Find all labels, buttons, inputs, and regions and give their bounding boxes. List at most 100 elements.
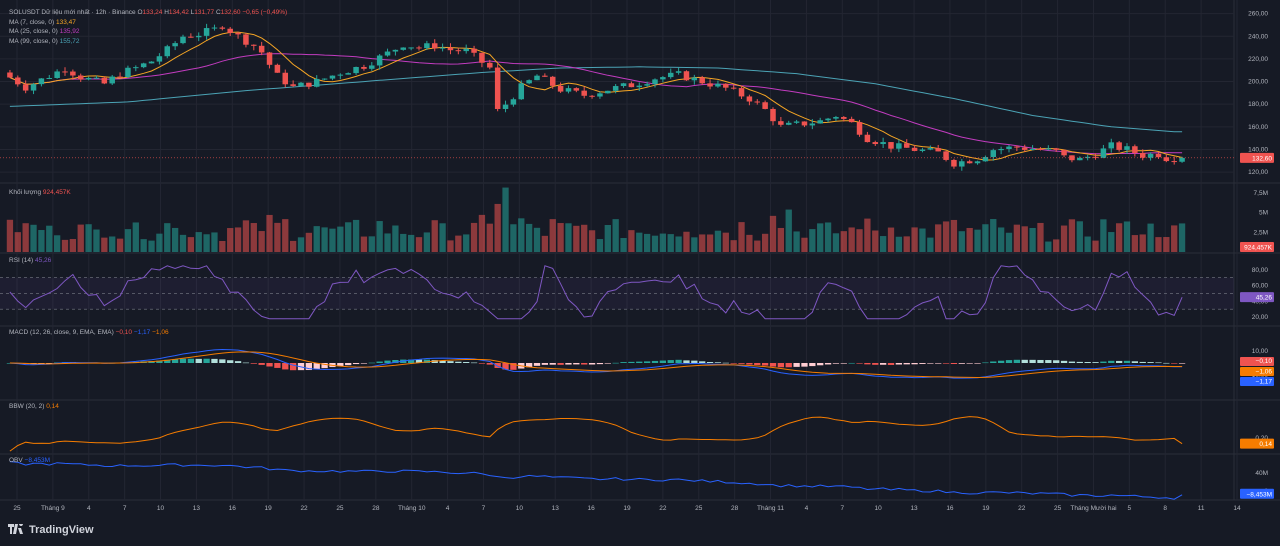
macd-hist-bar	[691, 360, 698, 363]
candle-body	[573, 88, 580, 91]
volume-bar	[817, 223, 824, 252]
bbw-value: 0,14	[46, 403, 59, 410]
macd-hist-bar	[258, 363, 265, 365]
candle-body	[526, 80, 532, 84]
macd-line	[9, 348, 1183, 379]
macd-hist-bar	[761, 363, 769, 366]
x-tick-label: 19	[623, 505, 631, 512]
candle-body	[1124, 146, 1130, 150]
candle-body	[251, 44, 257, 46]
obv-last-tag	[1240, 488, 1274, 499]
ma25-line	[9, 53, 1183, 155]
tradingview-brand[interactable]: TradingView	[8, 522, 94, 536]
price-tick-label: 200,00	[1248, 79, 1268, 86]
volume-bar	[30, 224, 37, 252]
macd-hist-bar	[203, 358, 210, 363]
candle-body	[762, 102, 768, 109]
volume-bar	[769, 215, 777, 252]
candle-body	[565, 88, 572, 92]
candle-body	[1084, 156, 1091, 158]
obv-value: −8,453M	[24, 457, 51, 464]
volume-bar	[1147, 223, 1154, 252]
rsi-tick-label: 20,00	[1252, 314, 1269, 321]
candle-body	[345, 73, 351, 75]
macd-hist-bar	[1139, 361, 1146, 363]
x-tick-label: 10	[875, 505, 883, 512]
obv-last-label: −8,453M	[1247, 491, 1272, 498]
macd-hist-bar	[1178, 363, 1186, 364]
volume-bar	[400, 233, 407, 252]
macd-tag-label-2: −1,06	[1256, 369, 1273, 376]
x-tick-label: 25	[1054, 505, 1062, 512]
x-tick-label: 16	[229, 505, 237, 512]
candle-body	[117, 76, 123, 78]
macd-hist-bar	[1108, 360, 1115, 363]
volume-bar	[171, 227, 179, 252]
rsi-line	[9, 265, 1183, 320]
volume-bar	[746, 234, 753, 252]
x-tick-label: Tháng 11	[757, 505, 784, 512]
candle-body	[652, 79, 658, 85]
candle-body	[785, 122, 792, 125]
candle-body	[1092, 156, 1099, 158]
candle-body	[605, 90, 611, 94]
candle-body	[754, 101, 761, 103]
candle-body	[589, 95, 595, 97]
low-value: 131,77	[194, 9, 215, 16]
candle-body	[455, 50, 462, 52]
macd-hist-bar	[982, 362, 989, 364]
candle-body	[195, 35, 202, 38]
volume-bar	[164, 223, 171, 252]
price-tick-label: 140,00	[1248, 146, 1268, 153]
macd-hist-bar	[1021, 359, 1028, 363]
candle-body	[1053, 148, 1059, 150]
candle-body	[133, 67, 139, 69]
obv-line	[9, 461, 1183, 500]
candle-body	[30, 84, 37, 91]
macd-hist-bar	[1084, 362, 1091, 363]
candle-body	[1163, 157, 1170, 162]
macd-hist-bar	[486, 363, 493, 365]
macd-hist-bar	[195, 358, 202, 363]
macd-hist-bar	[706, 362, 714, 363]
macd-hist-bar	[384, 360, 391, 363]
macd-hist-bar	[801, 363, 808, 367]
macd-hist-bar	[1155, 362, 1162, 364]
candle-body	[156, 56, 163, 62]
candle-body	[408, 47, 414, 49]
candle-body	[557, 85, 564, 92]
candle-body	[817, 120, 823, 124]
macd-hist-bar	[321, 363, 328, 369]
bbw-label: BBW (20, 2)	[9, 403, 45, 410]
macd-hist-bar	[525, 363, 533, 368]
macd-hist-bar	[699, 361, 706, 363]
candle-body	[825, 118, 831, 121]
rsi-legend: RSI (14) 45,26	[9, 257, 51, 264]
macd-hist-bar	[478, 363, 486, 364]
macd-hist-bar	[1115, 360, 1123, 363]
candle-body	[219, 27, 226, 29]
macd-hist-bar	[824, 363, 832, 365]
high-value: 134,42	[168, 9, 189, 16]
macd-hist-bar	[289, 363, 297, 371]
candle-body	[15, 77, 21, 85]
volume-bar	[1076, 221, 1083, 252]
macd-hist-bar	[777, 363, 785, 368]
volume-bar	[872, 230, 879, 252]
candle-body	[298, 82, 304, 86]
macd-hist-bar	[809, 363, 816, 367]
macd-hist-bar	[1005, 360, 1013, 363]
volume-bar	[431, 220, 438, 252]
bbw-last-label: 0,14	[1259, 441, 1272, 448]
volume-bar	[1005, 232, 1013, 252]
macd-hist-bar	[368, 362, 375, 364]
macd-hist-bar	[1029, 359, 1036, 363]
volume-bar	[549, 219, 556, 252]
volume-bar	[321, 227, 328, 252]
bbw-line	[9, 416, 1183, 452]
volume-bar	[376, 221, 383, 252]
candle-body	[848, 118, 855, 123]
x-tick-label: 11	[1198, 505, 1205, 512]
x-tick-label: 14	[1233, 505, 1241, 512]
